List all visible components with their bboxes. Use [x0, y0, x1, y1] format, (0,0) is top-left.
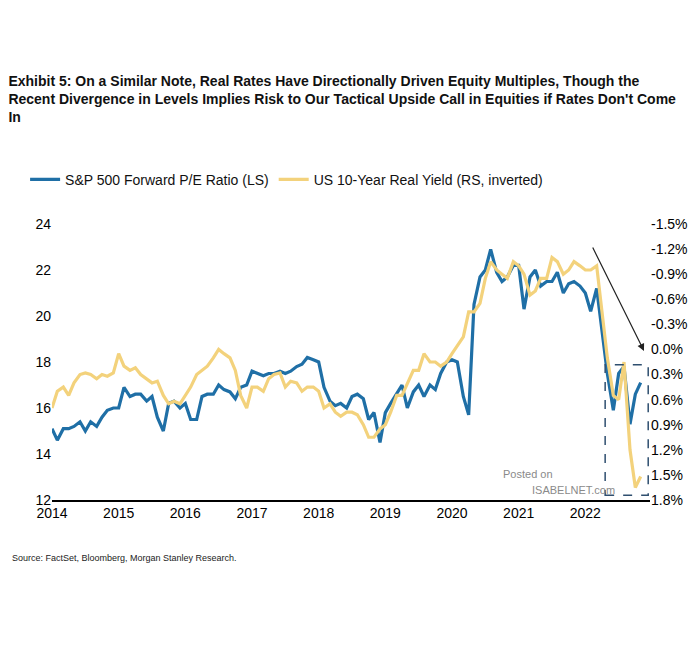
- svg-text:18: 18: [35, 354, 51, 370]
- svg-text:1.2%: 1.2%: [651, 442, 683, 458]
- svg-text:Source: FactSet, Bloomberg, Mo: Source: FactSet, Bloomberg, Morgan Stanl…: [12, 553, 237, 563]
- svg-text:0.3%: 0.3%: [651, 366, 683, 382]
- svg-text:2016: 2016: [170, 505, 201, 521]
- svg-text:S&P 500 Forward P/E Ratio (LS): S&P 500 Forward P/E Ratio (LS): [65, 172, 269, 188]
- svg-text:Exhibit 5: On a Similar Note,: Exhibit 5: On a Similar Note, Real Rates…: [8, 73, 676, 125]
- svg-text:1.8%: 1.8%: [651, 492, 683, 508]
- svg-text:2019: 2019: [370, 505, 401, 521]
- svg-text:2015: 2015: [103, 505, 134, 521]
- svg-text:12: 12: [35, 492, 51, 508]
- svg-text:2017: 2017: [236, 505, 267, 521]
- svg-text:0.9%: 0.9%: [651, 417, 683, 433]
- svg-text:24: 24: [35, 216, 51, 232]
- svg-text:ISABELNET.com: ISABELNET.com: [532, 484, 615, 496]
- svg-text:22: 22: [35, 262, 51, 278]
- svg-text:14: 14: [35, 446, 51, 462]
- svg-text:2021: 2021: [503, 505, 534, 521]
- svg-text:16: 16: [35, 400, 51, 416]
- svg-text:20: 20: [35, 308, 51, 324]
- svg-text:2022: 2022: [570, 505, 601, 521]
- svg-text:-0.6%: -0.6%: [651, 291, 688, 307]
- svg-text:2020: 2020: [436, 505, 467, 521]
- svg-text:-0.3%: -0.3%: [651, 316, 688, 332]
- svg-text:0.6%: 0.6%: [651, 392, 683, 408]
- svg-text:-1.5%: -1.5%: [651, 216, 688, 232]
- svg-text:-1.2%: -1.2%: [651, 241, 688, 257]
- svg-text:-0.9%: -0.9%: [651, 266, 688, 282]
- svg-text:0.0%: 0.0%: [651, 341, 683, 357]
- svg-text:2018: 2018: [303, 505, 334, 521]
- svg-text:Posted on: Posted on: [503, 468, 553, 480]
- svg-text:1.5%: 1.5%: [651, 467, 683, 483]
- svg-text:2014: 2014: [36, 505, 67, 521]
- svg-text:US 10-Year Real Yield (RS, inv: US 10-Year Real Yield (RS, inverted): [314, 172, 543, 188]
